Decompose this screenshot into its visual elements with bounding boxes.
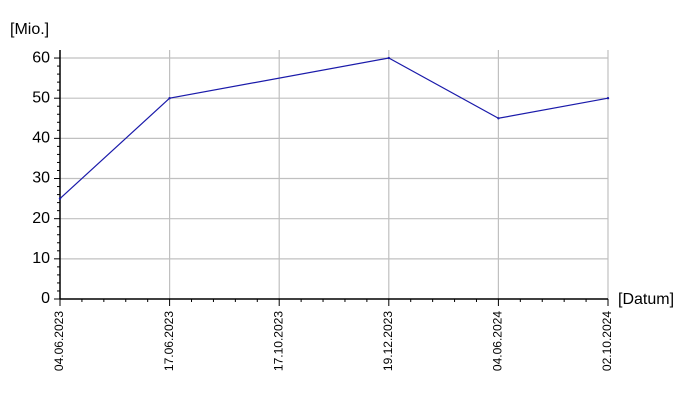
y-tick-label: 50 <box>32 89 50 106</box>
x-axis-label: [Datum] <box>618 291 674 308</box>
x-tick-label: 04.06.2023 <box>52 311 66 371</box>
labels: 0 10 20 30 40 50 60 04.06.2023 17.06.2023 17.10.2… <box>10 21 674 371</box>
y-tick-label: 0 <box>41 290 50 307</box>
data-point <box>168 96 171 100</box>
x-tick-label: 02.10.2024 <box>600 311 614 371</box>
y-tick-label: 20 <box>32 210 50 227</box>
series-layer <box>58 56 610 200</box>
x-tick-label: 04.06.2024 <box>491 311 505 371</box>
x-tick-label: 17.06.2023 <box>162 311 176 371</box>
y-tick-label: 30 <box>32 170 50 187</box>
y-tick-label: 40 <box>32 130 50 147</box>
y-tick-label: 60 <box>32 49 50 66</box>
data-point <box>58 197 62 200</box>
x-tick-label: 17.10.2023 <box>271 311 285 371</box>
data-point <box>387 56 390 60</box>
data-point <box>606 96 610 100</box>
data-point <box>497 117 500 120</box>
y-tick-label: 10 <box>32 250 50 267</box>
grid <box>60 50 609 299</box>
axes <box>54 50 609 306</box>
series-line <box>59 57 609 200</box>
x-tick-label: 19.12.2023 <box>381 311 395 371</box>
y-axis-label: [Mio.] <box>10 21 49 38</box>
